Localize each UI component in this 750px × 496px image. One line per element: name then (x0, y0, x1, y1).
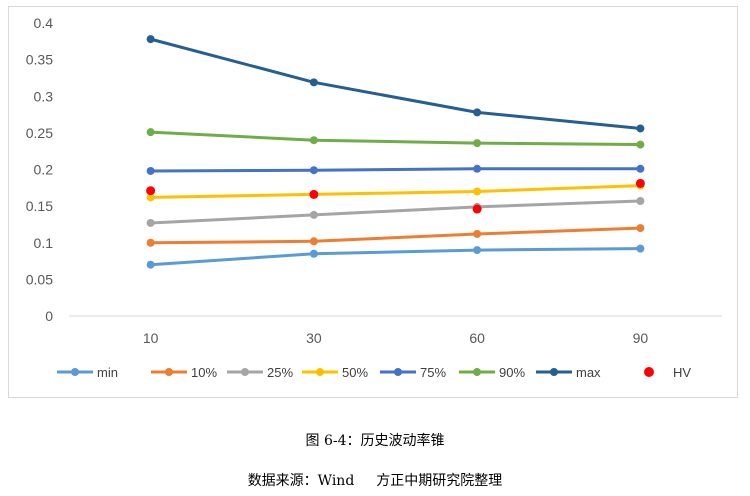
series-line-25pct (149, 199, 642, 225)
volatility-cone-chart: 0 0.05 0.1 0.15 0.2 0.25 0.3 0.35 0.4 10 30 60 90 min… (26, 15, 722, 380)
x-tick-label: 60 (469, 330, 485, 346)
data-point-10pct (636, 224, 645, 233)
legend-label-max: max (576, 365, 601, 380)
x-tick-label: 90 (633, 330, 649, 346)
x-tick-label: 10 (143, 330, 159, 346)
data-point-max (473, 108, 482, 117)
legend-marker-10pct (165, 368, 173, 376)
legend-label-25pct: 25% (267, 365, 293, 380)
data-point-hv (146, 186, 156, 196)
series-line-50pct (149, 184, 642, 199)
source-label: 数据来源：Wind (247, 473, 355, 489)
series-line-10pct (149, 226, 642, 245)
data-point-75pct (309, 166, 318, 175)
data-point-10pct (473, 229, 482, 238)
data-point-max (636, 124, 645, 133)
y-tick-label: 0.15 (26, 198, 53, 214)
data-point-hv (309, 189, 319, 199)
data-point-50pct (146, 193, 155, 202)
y-tick-label: 0 (45, 308, 53, 324)
legend-label-90pct: 90% (499, 365, 525, 380)
data-point-50pct (473, 187, 482, 196)
legend-marker-min (71, 368, 79, 376)
data-point-hv (635, 178, 645, 188)
legend-marker-90pct (473, 368, 481, 376)
x-tick-label: 30 (306, 330, 322, 346)
legend-marker-25pct (241, 368, 249, 376)
series-line-75pct (149, 167, 642, 173)
data-point-25pct (146, 218, 155, 227)
data-point-90pct (309, 136, 318, 145)
legend-label-min: min (97, 365, 118, 380)
y-tick-label: 0.4 (34, 15, 54, 31)
data-point-10pct (146, 238, 155, 247)
legend-marker-hv (644, 367, 654, 377)
figure-title: 图 6-4：历史波动率锥 (305, 433, 445, 449)
chart-frame: 0 0.05 0.1 0.15 0.2 0.25 0.3 0.35 0.4 10 30 60 90 min… (8, 6, 738, 398)
y-tick-label: 0.25 (26, 125, 53, 141)
data-point-min (473, 246, 482, 255)
legend-label-75pct: 75% (420, 365, 446, 380)
series-line-min (149, 247, 642, 267)
data-point-75pct (473, 164, 482, 173)
data-point-75pct (146, 166, 155, 175)
legend-label-10pct: 10% (191, 365, 217, 380)
figure-caption: 图 6-4：历史波动率锥 (0, 430, 750, 450)
y-tick-label: 0.1 (34, 235, 54, 251)
y-tick-label: 0.05 (26, 271, 53, 287)
data-point-90pct (473, 139, 482, 148)
series-line-90pct (149, 130, 642, 147)
y-tick-label: 0.35 (26, 52, 53, 68)
data-point-25pct (636, 196, 645, 205)
legend-marker-max (550, 368, 558, 376)
y-tick-label: 0.2 (34, 162, 54, 178)
legend-label-hv: HV (673, 365, 691, 380)
data-point-90pct (636, 140, 645, 149)
data-point-75pct (636, 164, 645, 173)
data-point-max (146, 35, 155, 44)
data-point-max (309, 78, 318, 87)
data-point-min (146, 260, 155, 269)
data-point-min (636, 244, 645, 253)
data-point-10pct (309, 237, 318, 246)
source-caption: 数据来源：Wind 方正中期研究院整理 (0, 470, 750, 490)
legend-label-50pct: 50% (342, 365, 368, 380)
data-point-min (309, 249, 318, 258)
legend-marker-75pct (394, 368, 402, 376)
series-line-max (149, 37, 642, 130)
data-point-hv (472, 204, 482, 214)
data-point-90pct (146, 128, 155, 137)
y-tick-label: 0.3 (34, 88, 54, 104)
data-point-25pct (309, 210, 318, 219)
source-org: 方正中期研究院整理 (376, 473, 503, 489)
legend-marker-50pct (316, 368, 324, 376)
